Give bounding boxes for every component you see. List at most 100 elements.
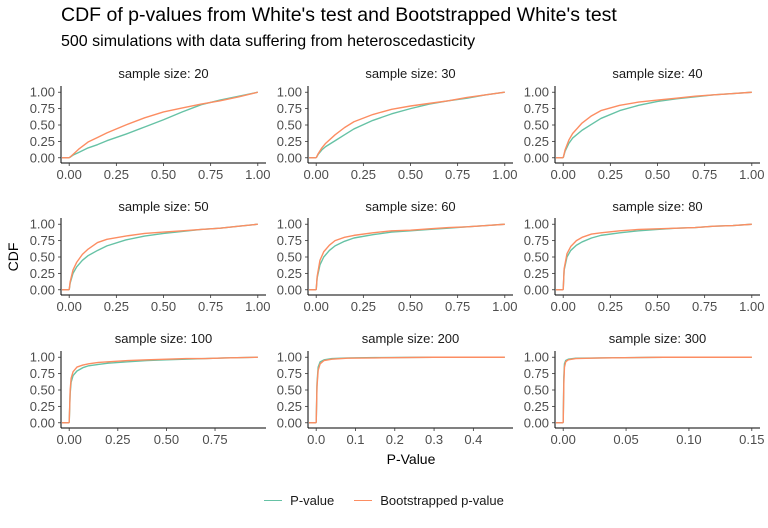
- panel-4-y-tick-label: 0.75: [30, 233, 55, 248]
- panel-2-y-tick-label: 0.25: [277, 134, 302, 149]
- panel-2-series-bootstrapped-line: [315, 91, 505, 159]
- x-axis-title: P-Value: [387, 451, 436, 467]
- panel-8-y-tick-label: 0.75: [277, 366, 302, 381]
- panel-7-y-tick-label: 0.00: [30, 415, 55, 430]
- panel-7-strip-label: sample size: 100: [115, 331, 213, 346]
- panel-8-x-tick-label: 0.0: [307, 432, 325, 447]
- panel-4-x-tick-label: 0.50: [151, 299, 176, 314]
- panel-2-x-tick-label: 1.00: [492, 167, 517, 182]
- panel-3-series-bootstrapped-line: [562, 91, 752, 158]
- panel-7-x-tick-label: 0.25: [105, 432, 130, 447]
- panel-3-x-tick-label: 0.25: [598, 167, 623, 182]
- panel-4-x-tick-label: 0.25: [104, 299, 129, 314]
- panel-7-y-tick-label: 1.00: [30, 350, 55, 365]
- panel-3-y-tick-label: 0.25: [524, 134, 549, 149]
- panel-9-series-p-value-line: [562, 356, 752, 423]
- chart-subtitle: 500 simulations with data suffering from…: [61, 33, 476, 50]
- panel-2-y-tick-label: 0.00: [277, 150, 302, 165]
- panel-2-y-tick-label: 0.50: [277, 118, 302, 133]
- panel-6-x-tick-label: 0.50: [645, 299, 670, 314]
- panel-1-strip-label: sample size: 20: [118, 66, 208, 81]
- panel-7-x-tick-label: 0.75: [202, 432, 227, 447]
- panel-8-y-tick-label: 1.00: [277, 350, 302, 365]
- panel-2-series-p-value-line: [315, 91, 505, 159]
- panel-9-x-tick-label: 0.10: [676, 432, 701, 447]
- legend: P-value Bootstrapped p-value: [0, 493, 768, 508]
- panel-8-x-tick-label: 0.3: [425, 432, 443, 447]
- panel-1-y-tick-label: 0.00: [30, 150, 55, 165]
- panel-6-x-tick-label: 0.00: [551, 299, 576, 314]
- panel-5-series-p-value-line: [315, 223, 505, 290]
- panel-6-x-tick-label: 0.25: [598, 299, 623, 314]
- panel-5-y-tick-label: 0.25: [277, 266, 302, 281]
- panel-5-strip-label: sample size: 60: [365, 199, 455, 214]
- panel-5-y-tick-label: 0.00: [277, 282, 302, 297]
- panel-7-y-tick-label: 0.50: [30, 383, 55, 398]
- panel-9-strip-label: sample size: 300: [609, 331, 707, 346]
- panel-8-y-tick-label: 0.25: [277, 399, 302, 414]
- panel-6-series-bootstrapped-line: [562, 223, 752, 290]
- panel-5-x-tick-label: 0.75: [445, 299, 470, 314]
- panel-4-strip-label: sample size: 50: [118, 199, 208, 214]
- panel-6-y-tick-label: 0.00: [524, 282, 549, 297]
- panel-6-x-tick-label: 1.00: [739, 299, 764, 314]
- panel-6-x-tick-label: 0.75: [692, 299, 717, 314]
- panel-3-y-tick-label: 0.50: [524, 118, 549, 133]
- panel-3-x-tick-label: 0.75: [692, 167, 717, 182]
- panel-5-x-tick-label: 1.00: [492, 299, 517, 314]
- chart-title: CDF of p-values from White's test and Bo…: [61, 4, 617, 26]
- panel-6-strip-label: sample size: 80: [612, 199, 702, 214]
- legend-swatch-p-value: [264, 500, 283, 501]
- panel-1-x-tick-label: 0.00: [57, 167, 82, 182]
- panel-4-x-tick-label: 0.75: [198, 299, 223, 314]
- panel-4-y-tick-label: 0.25: [30, 266, 55, 281]
- panel-1-x-tick-label: 0.25: [104, 167, 129, 182]
- legend-label-bootstrapped: Bootstrapped p-value: [380, 493, 504, 508]
- panel-2-y-tick-label: 0.75: [277, 101, 302, 116]
- panel-5-x-tick-label: 0.50: [398, 299, 423, 314]
- legend-swatch-bootstrapped: [354, 500, 373, 501]
- panel-5-y-tick-label: 0.50: [277, 250, 302, 265]
- panel-9-y-tick-label: 1.00: [524, 350, 549, 365]
- panel-4-x-tick-label: 1.00: [245, 299, 270, 314]
- panel-8-series-bootstrapped-line: [315, 356, 505, 423]
- panel-5-x-tick-label: 0.00: [304, 299, 329, 314]
- panel-9-x-tick-label: 0.15: [739, 432, 764, 447]
- panel-1-y-tick-label: 1.00: [30, 85, 55, 100]
- panel-8-strip-label: sample size: 200: [362, 331, 460, 346]
- panel-9-y-tick-label: 0.25: [524, 399, 549, 414]
- panel-2-strip-label: sample size: 30: [365, 66, 455, 81]
- panel-8-x-tick-label: 0.1: [346, 432, 364, 447]
- panel-9-y-tick-label: 0.50: [524, 383, 549, 398]
- panel-6-y-tick-label: 0.25: [524, 266, 549, 281]
- panel-4-y-tick-label: 1.00: [30, 217, 55, 232]
- legend-label-p-value: P-value: [290, 493, 335, 508]
- panel-1-y-tick-label: 0.75: [30, 101, 55, 116]
- panel-7-series-p-value-line: [68, 356, 258, 423]
- legend-item-p-value: P-value: [264, 493, 334, 508]
- panel-4-y-tick-label: 0.00: [30, 282, 55, 297]
- panel-5-y-tick-label: 1.00: [277, 217, 302, 232]
- panel-8-y-tick-label: 0.50: [277, 383, 302, 398]
- panel-3-y-tick-label: 0.75: [524, 101, 549, 116]
- panel-3-y-tick-label: 0.00: [524, 150, 549, 165]
- panel-3-x-tick-label: 0.50: [645, 167, 670, 182]
- panel-2-x-tick-label: 0.75: [445, 167, 470, 182]
- panel-3-series-p-value-line: [562, 91, 752, 158]
- panel-7-x-tick-label: 0.50: [154, 432, 179, 447]
- panel-9-x-tick-label: 0.00: [551, 432, 576, 447]
- panel-8-x-tick-label: 0.4: [464, 432, 482, 447]
- panel-7-y-tick-label: 0.75: [30, 366, 55, 381]
- panel-7-y-tick-label: 0.25: [30, 399, 55, 414]
- panel-1-x-tick-label: 0.50: [151, 167, 176, 182]
- legend-item-bootstrapped: Bootstrapped p-value: [354, 493, 504, 508]
- panel-3-y-tick-label: 1.00: [524, 85, 549, 100]
- panel-2-x-tick-label: 0.25: [351, 167, 376, 182]
- panel-8-series-p-value-line: [315, 356, 505, 423]
- panel-5-series-bootstrapped-line: [315, 223, 505, 290]
- panel-3-strip-label: sample size: 40: [612, 66, 702, 81]
- panel-9-series-bootstrapped-line: [562, 356, 752, 423]
- panel-5-y-tick-label: 0.75: [277, 233, 302, 248]
- panel-2-x-tick-label: 0.50: [398, 167, 423, 182]
